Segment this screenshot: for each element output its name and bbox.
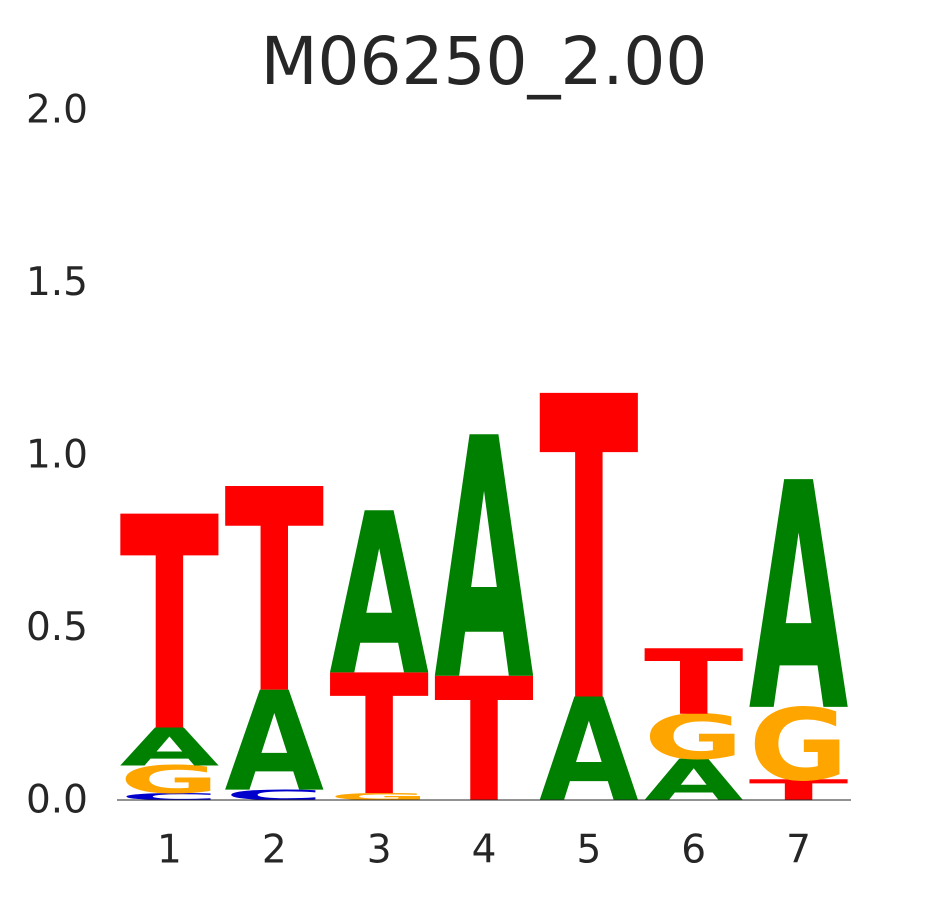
letter-a: A [539,668,639,834]
letter-t: T [644,630,744,735]
stack-position-3: GTA [329,465,429,832]
letter-a: A [644,748,744,814]
letter-g: G [644,702,744,774]
letter-a: A [120,718,220,778]
x-tick-label: 6 [681,828,706,873]
stack-position-7: TGA [749,418,849,807]
x-tick-label: 4 [472,828,497,873]
letter-a: A [224,664,324,823]
x-tick-label: 1 [157,828,182,873]
letter-t: T [434,643,534,841]
letter-c: C [224,787,324,804]
letter-a: A [749,418,849,782]
y-tick-label: 0.5 [26,605,88,650]
letter-a: A [329,465,429,725]
letter-t: T [539,309,639,795]
y-tick-label: 1.0 [26,433,88,478]
letter-t: T [224,430,324,756]
x-tick-label: 7 [786,828,811,873]
chart-title: M06250_2.00 [261,23,708,100]
stack-position-5: AT [539,309,639,833]
y-tick-label: 0.0 [26,778,88,823]
y-tick-label: 2.0 [26,88,88,133]
letter-t: T [749,774,849,807]
letter-t: T [120,455,220,797]
stack-position-2: CAT [224,430,324,822]
letter-a: A [434,370,534,755]
letter-g: G [120,759,220,803]
letter-c: C [120,791,220,802]
x-tick-label: 5 [576,828,601,873]
y-tick-label: 1.5 [26,260,88,305]
y-axis-ticks: 0.0 0.5 1.0 1.5 2.0 [26,88,88,823]
x-tick-label: 2 [262,828,287,873]
stack-position-4: TA [434,370,534,841]
stack-position-6: AGT [644,630,744,814]
x-tick-label: 3 [367,828,392,873]
letter-g: G [329,791,429,802]
letter-g: G [749,688,849,804]
x-axis-ticks: 1 2 3 4 5 6 7 [157,828,811,873]
